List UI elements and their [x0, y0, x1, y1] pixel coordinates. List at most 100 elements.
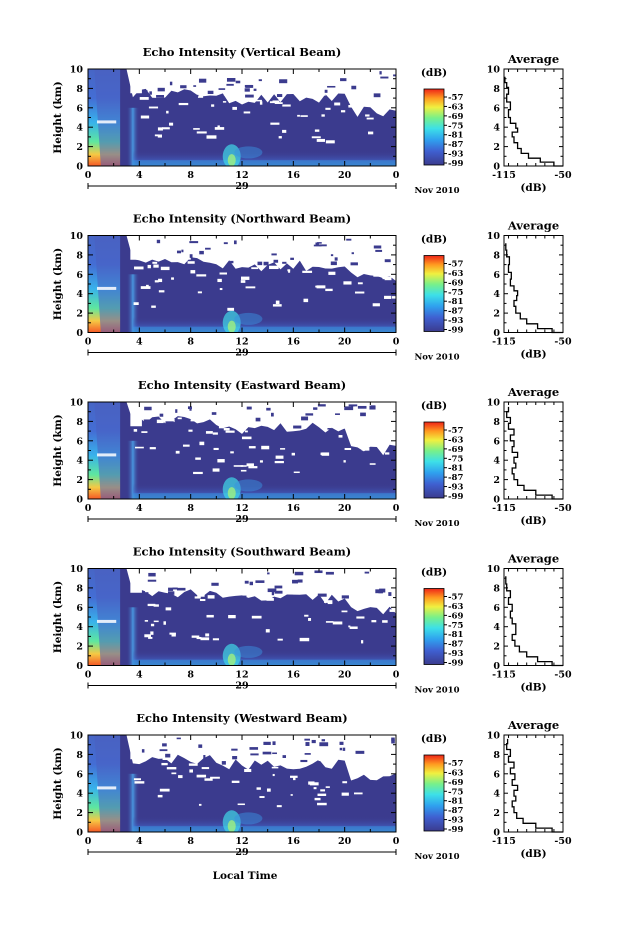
- y-tick-label: 0: [76, 828, 83, 839]
- profile-x-label: (dB): [520, 515, 546, 527]
- y-tick-label: 10: [70, 231, 84, 242]
- y-tick-label: 4: [76, 789, 83, 800]
- profile-line: [505, 576, 563, 667]
- x-tick-label: 8: [187, 170, 194, 181]
- x-tick-label: 16: [287, 503, 301, 514]
- profile-x-tick: -115: [492, 670, 516, 681]
- y-tick-label: 10: [70, 398, 84, 409]
- profile-line: [506, 406, 563, 500]
- x-tick-label: 16: [287, 670, 301, 681]
- x-tick-label: 12: [235, 337, 248, 348]
- date-month: Nov 2010: [415, 852, 460, 862]
- colorbar-unit: (dB): [421, 400, 447, 412]
- colorbar-unit: (dB): [421, 234, 447, 246]
- y-tick-label: 8: [76, 417, 83, 428]
- colorbar-tick-label: -69: [448, 112, 463, 122]
- profile-title: Average: [507, 219, 559, 233]
- colorbar-tick-label: -99: [448, 659, 463, 669]
- colorbar: [423, 588, 445, 665]
- profile-frame: [503, 235, 564, 333]
- colorbar-tick-label: -75: [448, 621, 463, 631]
- profile-frame: [503, 568, 564, 666]
- colorbar-unit: (dB): [421, 67, 447, 79]
- x-tick-label: 4: [136, 503, 143, 514]
- profile-y-tick: 4: [493, 123, 500, 134]
- profile-y-tick: 0: [493, 828, 500, 839]
- colorbar-tick-label: -87: [448, 640, 463, 650]
- y-tick-label: 8: [76, 583, 83, 594]
- y-tick-label: 6: [76, 103, 83, 114]
- x-tick-label: 0: [85, 836, 92, 847]
- colorbar-tick-label: -69: [448, 778, 463, 788]
- y-tick-label: 6: [76, 603, 83, 614]
- y-tick-label: 4: [76, 456, 83, 467]
- colorbar-tick-label: -99: [448, 492, 463, 502]
- profile-x-tick: -50: [554, 670, 572, 681]
- y-tick-label: 0: [76, 162, 83, 173]
- x-tick-label: 8: [187, 503, 194, 514]
- colorbar-unit: (dB): [421, 733, 447, 745]
- profile-x-tick: -115: [492, 170, 516, 181]
- colorbar-tick-label: -75: [448, 787, 463, 797]
- x-tick-label: 0: [85, 503, 92, 514]
- colorbar-tick-label: -81: [448, 464, 463, 474]
- x-tick-label: 20: [338, 670, 352, 681]
- profile-x-tick: -50: [554, 836, 572, 847]
- date-month: Nov 2010: [415, 686, 460, 696]
- layer-notch: [96, 453, 117, 457]
- x-tick-label: 20: [338, 170, 352, 181]
- panel-3: Echo Intensity (Eastward Beam) 0 2 4 6 8 10 Hei…: [52, 378, 572, 529]
- profile-y-tick: 10: [487, 231, 501, 242]
- profile-y-tick: 8: [493, 84, 500, 95]
- x-tick-label: 20: [338, 836, 352, 847]
- panel-title: Echo Intensity (Northward Beam): [133, 212, 351, 226]
- colorbar-tick-label: -81: [448, 131, 463, 141]
- colorbar-tick-label: -81: [448, 797, 463, 807]
- colorbar-tick-label: -99: [448, 825, 463, 835]
- y-tick-label: 6: [76, 270, 83, 281]
- panel-1: Echo Intensity (Vertical Beam) 0 2 4 6 8 10 Hei…: [52, 45, 572, 196]
- colorbar-tick-label: -75: [448, 121, 463, 131]
- y-axis-label: Height (km): [52, 414, 64, 486]
- x-tick-label: 0: [393, 836, 400, 847]
- profile-y-tick: 2: [493, 142, 500, 153]
- y-tick-label: 10: [70, 731, 84, 742]
- echo-field: [88, 568, 396, 666]
- x-tick-label: 16: [287, 337, 301, 348]
- panel-title: Echo Intensity (Vertical Beam): [143, 45, 342, 59]
- y-tick-label: 4: [76, 622, 83, 633]
- x-tick-label: 4: [136, 836, 143, 847]
- profile-y-tick: 10: [487, 65, 501, 76]
- colorbar-tick-label: -87: [448, 473, 463, 483]
- profile-x-tick: -50: [554, 503, 572, 514]
- colorbar: [423, 255, 445, 332]
- average-profile: Average 0 2 4 6 8 10 -115 -50 (dB): [487, 219, 572, 361]
- panel-2: Echo Intensity (Northward Beam) 0 2 4 6 8 10 He…: [52, 212, 572, 363]
- y-tick-label: 8: [76, 250, 83, 261]
- profile-y-tick: 8: [493, 750, 500, 761]
- y-tick-label: 4: [76, 123, 83, 134]
- y-axis-label: Height (km): [52, 248, 64, 320]
- profile-y-tick: 0: [493, 328, 500, 339]
- profile-x-tick: -115: [492, 337, 516, 348]
- x-tick-label: 0: [393, 670, 400, 681]
- profile-x-tick: -115: [492, 836, 516, 847]
- colorbar-tick-label: -63: [448, 102, 463, 112]
- profile-y-tick: 8: [493, 250, 500, 261]
- y-axis-label: Height (km): [52, 81, 64, 153]
- profile-title: Average: [507, 52, 559, 66]
- date-day: 29: [235, 348, 249, 359]
- y-tick-label: 8: [76, 750, 83, 761]
- profile-y-tick: 0: [493, 162, 500, 173]
- y-tick-label: 2: [76, 642, 83, 653]
- layer-notch: [96, 619, 117, 623]
- y-tick-label: 8: [76, 84, 83, 95]
- profile-y-tick: 2: [493, 808, 500, 819]
- average-profile: Average 0 2 4 6 8 10 -115 -50 (dB): [487, 552, 572, 694]
- colorbar-tick-label: -81: [448, 297, 463, 307]
- profile-x-tick: -50: [554, 337, 572, 348]
- y-axis-label: Height (km): [52, 747, 64, 819]
- colorbar-tick-label: -57: [448, 93, 463, 103]
- date-day: 29: [235, 181, 249, 192]
- x-tick-label: 12: [235, 836, 248, 847]
